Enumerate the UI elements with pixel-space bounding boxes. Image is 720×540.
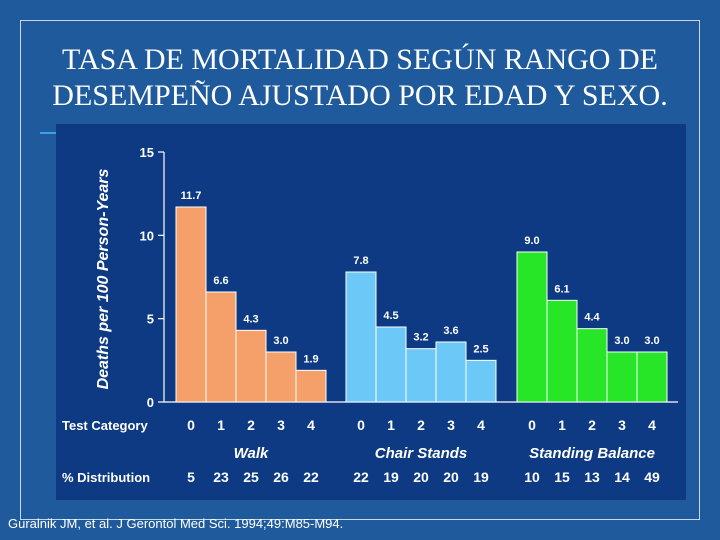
bar-value-label: 7.8 xyxy=(353,255,368,267)
citation: Guralnik JM, et al. J Gerontol Med Sci. … xyxy=(8,516,344,531)
distribution-value: 10 xyxy=(524,469,540,485)
category-tick-label: 0 xyxy=(187,417,195,433)
bar xyxy=(345,271,377,403)
bar xyxy=(265,351,297,403)
bar-value-label: 4.4 xyxy=(584,312,600,324)
category-tick-label: 2 xyxy=(417,417,425,433)
distribution-row-label: % Distribution xyxy=(62,470,150,485)
category-tick-label: 0 xyxy=(528,417,536,433)
bar-value-label: 4.5 xyxy=(383,310,398,322)
category-tick-label: 1 xyxy=(387,417,395,433)
category-tick-label: 0 xyxy=(357,417,365,433)
bar xyxy=(175,206,207,403)
category-tick-label: 4 xyxy=(648,417,656,433)
y-tick-label: 15 xyxy=(140,145,154,160)
slide-title: TASA DE MORTALIDAD SEGÚN RANGO DE DESEMP… xyxy=(20,42,700,114)
distribution-value: 13 xyxy=(584,469,600,485)
bar-value-label: 3.2 xyxy=(413,332,428,344)
bar xyxy=(205,291,237,403)
bar xyxy=(636,351,668,403)
distribution-value: 19 xyxy=(383,469,399,485)
distribution-value: 14 xyxy=(614,469,630,485)
y-axis-title: Deaths per 100 Person-Years xyxy=(95,168,112,389)
category-tick-label: 3 xyxy=(447,417,455,433)
bar-value-label: 3.0 xyxy=(644,335,659,347)
category-tick-label: 2 xyxy=(247,417,255,433)
group-label: Standing Balance xyxy=(529,445,655,462)
bar xyxy=(546,299,578,403)
distribution-value: 5 xyxy=(187,469,195,485)
group-label: Chair Stands xyxy=(375,445,468,462)
bar-value-label: 3.0 xyxy=(614,335,629,347)
slide-frame xyxy=(20,20,700,520)
distribution-value: 20 xyxy=(413,469,429,485)
test-category-row-label: Test Category xyxy=(62,418,148,433)
bar xyxy=(516,251,548,403)
category-tick-label: 1 xyxy=(217,417,225,433)
distribution-value: 19 xyxy=(473,469,489,485)
group-label: Walk xyxy=(234,445,269,462)
bar xyxy=(235,329,267,403)
category-tick-label: 2 xyxy=(588,417,596,433)
distribution-value: 49 xyxy=(644,469,660,485)
bar-value-label: 11.7 xyxy=(181,190,202,202)
bar xyxy=(405,348,437,403)
bar-value-label: 6.1 xyxy=(554,283,569,295)
category-tick-label: 1 xyxy=(558,417,566,433)
y-tick-label: 5 xyxy=(147,312,154,327)
bar-value-label: 2.5 xyxy=(473,343,488,355)
bar xyxy=(576,328,608,403)
bar-value-label: 6.6 xyxy=(213,275,228,287)
distribution-value: 26 xyxy=(273,469,289,485)
category-tick-label: 3 xyxy=(618,417,626,433)
distribution-value: 22 xyxy=(353,469,369,485)
bar-value-label: 9.0 xyxy=(524,235,539,247)
slide-title-line-2: DESEMPEÑO AJUSTADO POR EDAD Y SEXO. xyxy=(52,79,668,112)
distribution-value: 23 xyxy=(213,469,229,485)
bar xyxy=(465,359,497,403)
bar-value-label: 1.9 xyxy=(303,353,318,365)
y-tick-label: 10 xyxy=(140,228,154,243)
distribution-value: 20 xyxy=(443,469,459,485)
bar-value-label: 3.6 xyxy=(443,325,458,337)
category-tick-label: 3 xyxy=(277,417,285,433)
category-tick-label: 4 xyxy=(307,417,315,433)
distribution-value: 22 xyxy=(303,469,319,485)
chart-panel: 0 5 10 15 Deaths per 100 Person-Years 11.7 0 5 6… xyxy=(56,124,686,500)
bar-value-label: 4.3 xyxy=(243,313,258,325)
bar xyxy=(295,369,327,403)
bar xyxy=(606,351,638,403)
title-underline xyxy=(40,132,60,134)
slide-title-line-1: TASA DE MORTALIDAD SEGÚN RANGO DE xyxy=(62,43,658,76)
y-tick-label: 0 xyxy=(147,395,154,410)
bar xyxy=(435,341,467,403)
bar xyxy=(375,326,407,403)
bar-value-label: 3.0 xyxy=(273,335,288,347)
distribution-value: 15 xyxy=(554,469,570,485)
distribution-value: 25 xyxy=(243,469,259,485)
category-tick-label: 4 xyxy=(477,417,485,433)
